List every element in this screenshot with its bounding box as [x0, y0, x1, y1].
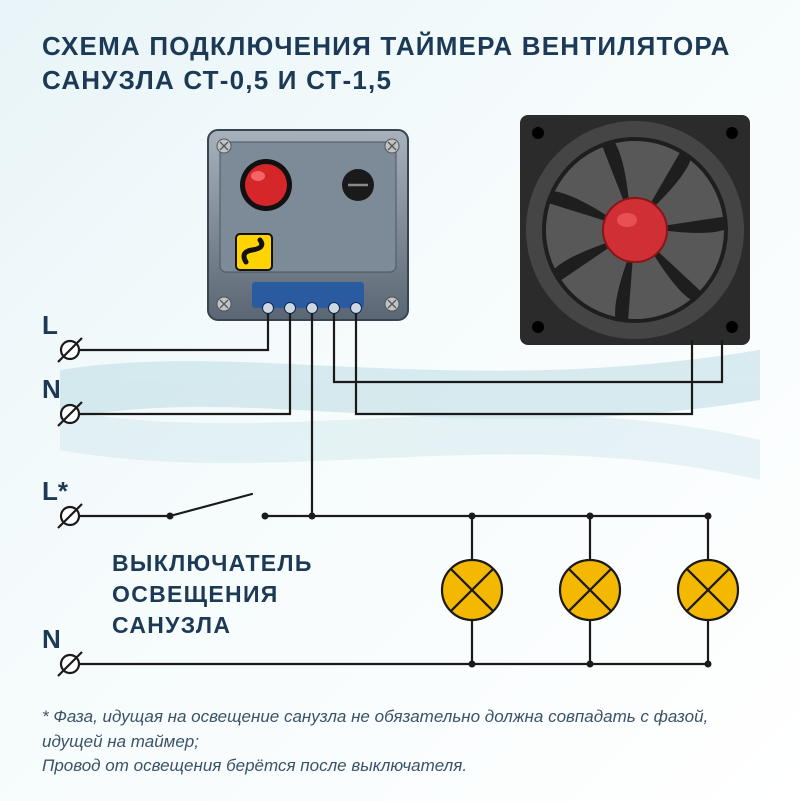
footnote-line-1: * Фаза, идущая на освещение санузла не о…: [42, 707, 708, 726]
fan: [520, 115, 750, 345]
title-line-2: САНУЗЛА СТ-0,5 И СТ-1,5: [42, 65, 392, 95]
switch-label-1: ВЫКЛЮЧАТЕЛЬ: [112, 550, 313, 576]
lamps: [442, 560, 738, 620]
switch-label-3: САНУЗЛА: [112, 612, 231, 638]
switch-label: ВЫКЛЮЧАТЕЛЬ ОСВЕЩЕНИЯ САНУЗЛА: [112, 548, 313, 641]
diagram-title: СХЕМА ПОДКЛЮЧЕНИЯ ТАЙМЕРА ВЕНТИЛЯТОРА СА…: [42, 30, 731, 98]
svg-text:L: L: [42, 310, 58, 340]
title-line-1: СХЕМА ПОДКЛЮЧЕНИЯ ТАЙМЕРА ВЕНТИЛЯТОРА: [42, 31, 731, 61]
svg-text:L*: L*: [42, 476, 69, 506]
footnote: * Фаза, идущая на освещение санузла не о…: [42, 705, 708, 779]
footnote-line-3: Провод от освещения берётся после выключ…: [42, 756, 467, 775]
diagram-svg: L N L* N: [0, 0, 800, 801]
svg-text:N: N: [42, 374, 61, 404]
svg-text:N: N: [42, 624, 61, 654]
footnote-line-2: идущей на таймер;: [42, 732, 199, 751]
timer-module: [208, 130, 408, 320]
switch-label-2: ОСВЕЩЕНИЯ: [112, 581, 279, 607]
